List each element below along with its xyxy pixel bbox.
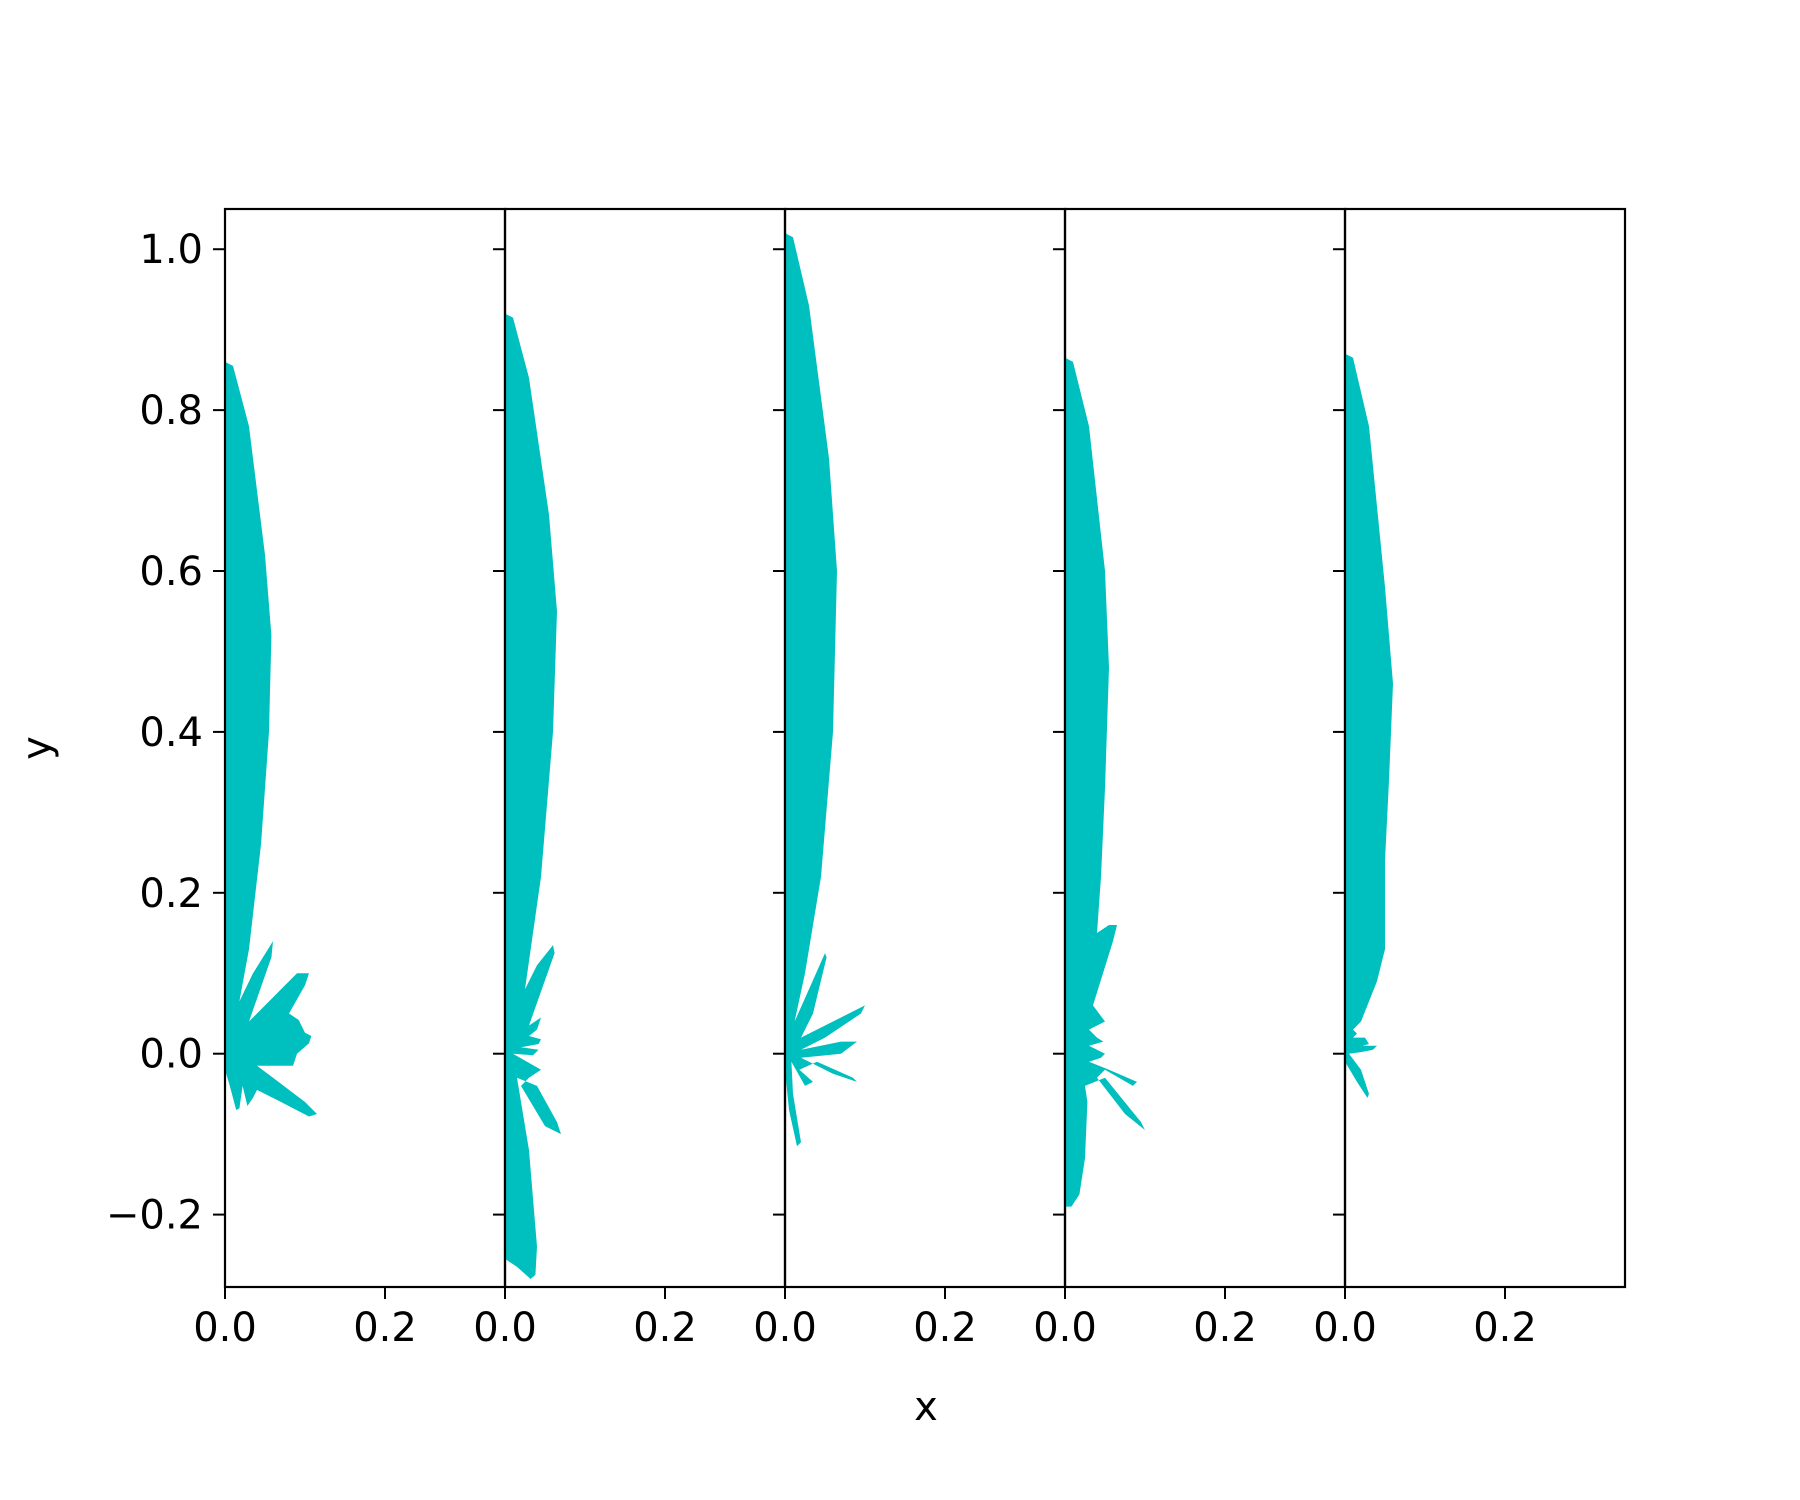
panel-2-xtick-label: 0.0 <box>473 1305 537 1351</box>
ytick-label: 0.0 <box>139 1032 203 1078</box>
panel-2 <box>493 207 787 1289</box>
ytick-label: −0.2 <box>106 1193 203 1239</box>
ytick-label: 0.8 <box>139 388 203 434</box>
panel-2-xtick-label: 0.2 <box>633 1305 697 1351</box>
panel-5-xtick-label: 0.2 <box>1473 1305 1537 1351</box>
panel-5-frame <box>1343 207 1627 1289</box>
panel-4-filled-shape <box>1065 357 1145 1207</box>
panel-5 <box>1333 207 1627 1289</box>
panel-5-filled-shape <box>1345 353 1393 1098</box>
panel-4-xtick-label: 0.2 <box>1193 1305 1257 1351</box>
panel-3-xtick-label: 0.0 <box>753 1305 817 1351</box>
panel-4-frame <box>1063 207 1347 1289</box>
ytick-label: 0.6 <box>139 549 203 595</box>
panel-1-xtick-label: 0.0 <box>193 1305 257 1351</box>
x-axis-label: x <box>914 1384 938 1430</box>
panel-1-filled-shape <box>225 361 317 1117</box>
panel-4 <box>1053 207 1347 1289</box>
y-axis-label: y <box>14 736 60 760</box>
ytick-label: 0.4 <box>139 710 203 756</box>
ytick-label: 0.2 <box>139 871 203 917</box>
panel-1 <box>213 207 507 1289</box>
panel-5-xtick-label: 0.0 <box>1313 1305 1377 1351</box>
panel-4-xtick-label: 0.0 <box>1033 1305 1097 1351</box>
ytick-label: 1.0 <box>139 227 203 273</box>
panel-2-filled-shape <box>505 313 561 1280</box>
chart-panels <box>213 207 1627 1289</box>
x-axis-ticks: 0.0 0.2 0.0 0.2 0.0 0.2 0.0 0.2 0.0 0.2 <box>193 1287 1537 1351</box>
panel-3-xtick-label: 0.2 <box>913 1305 977 1351</box>
y-axis-ticks: −0.2 0.0 0.2 0.4 0.6 0.8 1.0 <box>106 227 203 1238</box>
panel-3 <box>773 207 1067 1289</box>
panel-3-filled-shape <box>785 233 865 1147</box>
panel-1-xtick-label: 0.2 <box>353 1305 417 1351</box>
